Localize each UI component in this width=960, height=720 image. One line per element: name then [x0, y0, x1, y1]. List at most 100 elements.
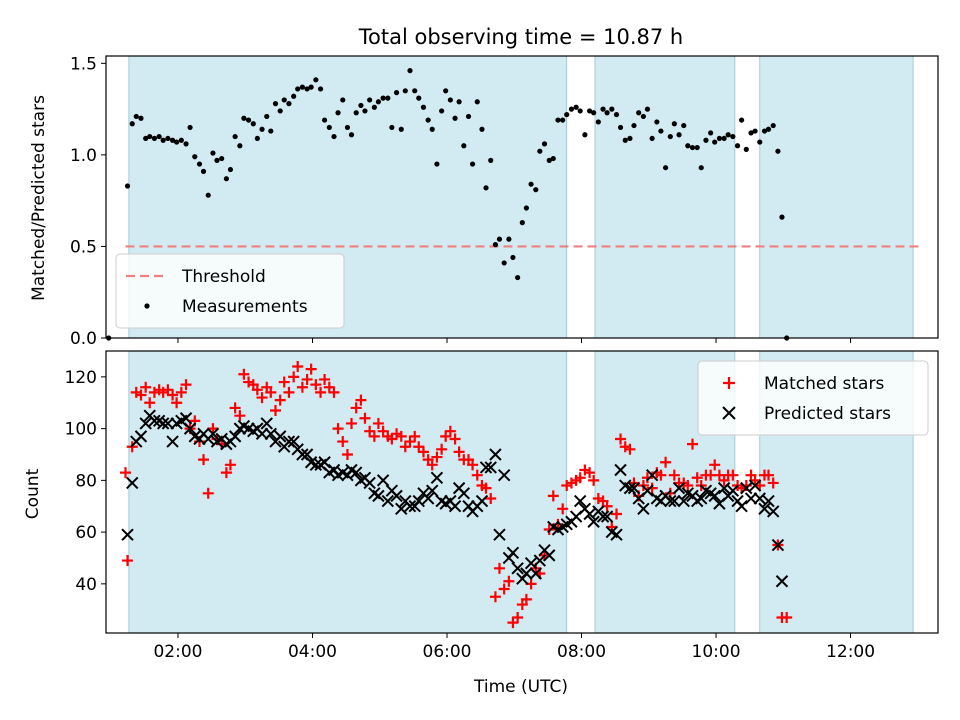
data-point: [254, 135, 260, 142]
data-point: [340, 97, 346, 103]
data-point: [503, 575, 515, 587]
data-point: [264, 427, 277, 440]
data-point: [770, 122, 776, 129]
data-point: [654, 119, 660, 125]
data-point: [372, 489, 385, 503]
data-point: [480, 482, 492, 494]
data-point: [584, 467, 596, 479]
data-point: [703, 137, 709, 143]
data-point: [511, 562, 524, 575]
data-point: [624, 443, 636, 455]
data-point: [179, 412, 193, 425]
data-point: [664, 494, 677, 508]
data-point: [313, 77, 319, 83]
data-point: [577, 108, 583, 114]
data-point: [192, 154, 198, 160]
data-point: [269, 405, 281, 417]
data-point: [489, 448, 502, 461]
data-point: [380, 95, 386, 101]
data-point: [610, 528, 623, 541]
data-point: [493, 562, 505, 574]
data-point: [748, 479, 762, 492]
data-point: [596, 510, 610, 523]
data-point: [739, 117, 745, 123]
data-point: [171, 397, 183, 409]
x-tick-label: 08:00: [557, 642, 606, 662]
data-point: [134, 430, 148, 443]
data-point: [453, 446, 465, 458]
data-point: [143, 135, 149, 142]
data-point: [483, 185, 489, 191]
data-point: [484, 461, 497, 474]
chart-title: Total observing time = 10.87 h: [358, 25, 683, 49]
data-point: [689, 144, 696, 151]
y-tick-label: 40: [75, 575, 97, 595]
data-point: [681, 122, 687, 129]
data-point: [644, 106, 651, 112]
data-point: [251, 384, 263, 396]
data-point: [611, 508, 622, 520]
data-point: [183, 422, 197, 435]
data-point: [543, 549, 556, 562]
data-point: [443, 88, 449, 94]
data-point: [555, 117, 561, 123]
data-point: [623, 481, 637, 495]
data-point: [368, 430, 380, 442]
data-point: [662, 165, 669, 171]
data-point: [140, 381, 152, 393]
data-point: [467, 459, 479, 471]
observing-window: [128, 350, 568, 634]
data-point: [241, 115, 247, 121]
data-point: [273, 430, 287, 443]
data-point: [485, 492, 497, 504]
data-point: [448, 500, 462, 513]
data-point: [319, 373, 331, 385]
data-point: [557, 503, 569, 515]
data-point: [350, 402, 362, 414]
legend-box: [697, 360, 929, 436]
data-point: [573, 104, 579, 110]
data-point: [444, 425, 456, 437]
data-point: [214, 157, 220, 163]
y-tick-label: 1.0: [70, 146, 97, 166]
data-point: [765, 126, 772, 132]
data-point: [497, 468, 511, 482]
data-point: [295, 86, 301, 92]
data-point: [757, 139, 763, 145]
data-point: [695, 492, 708, 505]
data-point: [735, 500, 748, 513]
data-point: [122, 555, 134, 567]
data-point: [449, 433, 461, 445]
data-point: [627, 481, 641, 495]
plot-frame: [105, 350, 939, 634]
data-point: [552, 518, 564, 530]
data-point: [708, 130, 714, 136]
data-point: [488, 157, 494, 163]
data-point: [452, 115, 458, 121]
data-point: [716, 135, 723, 142]
data-point: [232, 133, 238, 140]
data-point: [147, 133, 153, 140]
data-point: [417, 446, 429, 458]
data-point: [568, 106, 575, 112]
data-point: [124, 183, 131, 189]
data-point: [763, 469, 775, 481]
data-point: [286, 101, 292, 107]
data-point: [617, 124, 624, 131]
legend-marker-swatch: [144, 303, 150, 309]
data-point: [341, 448, 353, 460]
data-point: [672, 481, 686, 495]
data-point: [148, 414, 161, 428]
data-point: [139, 417, 152, 430]
data-point: [775, 148, 781, 154]
data-point: [198, 454, 210, 466]
data-point: [256, 392, 268, 404]
data-point: [245, 117, 252, 123]
data-point: [385, 95, 391, 101]
data-point: [708, 489, 721, 503]
data-point: [227, 166, 234, 173]
data-point: [496, 236, 503, 242]
data-point: [375, 99, 382, 105]
data-point: [641, 472, 653, 484]
